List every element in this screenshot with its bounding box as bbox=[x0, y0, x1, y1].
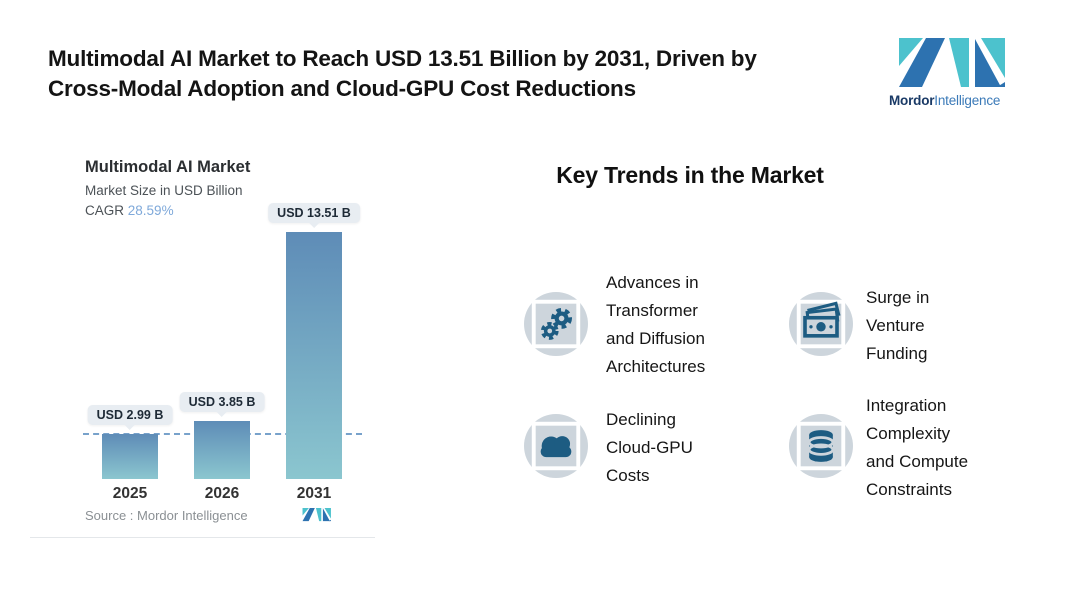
bar-value-label-2031: USD 13.51 B bbox=[268, 203, 360, 228]
chart-subtitle: Market Size in USD Billion bbox=[85, 183, 243, 198]
trend-text: Integration Complexity and Compute Const… bbox=[866, 396, 969, 499]
mordor-intelligence-logo-icon bbox=[899, 38, 1005, 87]
bar-2026 bbox=[194, 421, 250, 479]
bar-chart-plot-area: USD 2.99 B 2025 USD 3.85 B 2026 USD 13.51 B 2… bbox=[30, 130, 375, 537]
source-text: Source : Mordor Intelligence bbox=[85, 508, 248, 523]
market-chart-card: Multimodal AI Market Market Size in USD … bbox=[30, 130, 375, 538]
cloud-icon bbox=[524, 414, 588, 478]
bar-2031 bbox=[286, 232, 342, 479]
cagr-label: CAGR bbox=[85, 203, 125, 218]
cagr-value: 28.59% bbox=[127, 203, 174, 218]
x-axis-label-2025: 2025 bbox=[112, 485, 148, 502]
trend-text: Declining Cloud-GPU Costs bbox=[606, 410, 693, 485]
banknotes-icon bbox=[789, 292, 853, 356]
chart-watermark-logo-icon bbox=[302, 507, 332, 527]
bar-value-label-2025: USD 2.99 B bbox=[87, 405, 173, 430]
gears-icon bbox=[524, 292, 588, 356]
page-title: Multimodal AI Market to Reach USD 13.51 … bbox=[48, 46, 757, 101]
chart-title: Multimodal AI Market bbox=[85, 158, 251, 176]
x-axis-label-2031: 2031 bbox=[296, 485, 332, 502]
database-icon bbox=[789, 414, 853, 478]
brand-name: MordorIntelligence bbox=[889, 93, 1001, 108]
brand-logo: MordorIntelligence bbox=[889, 36, 1019, 108]
trends-heading: Key Trends in the Market bbox=[556, 162, 824, 188]
x-axis-label-2026: 2026 bbox=[204, 485, 240, 502]
chart-cagr: CAGR 28.59% bbox=[85, 203, 174, 218]
bar-value-label-2026: USD 3.85 B bbox=[179, 392, 265, 417]
trend-text: Surge in Venture Funding bbox=[866, 288, 930, 363]
trend-text: Advances in Transformer and Diffusion Ar… bbox=[606, 273, 706, 376]
bar-2025 bbox=[102, 434, 158, 479]
